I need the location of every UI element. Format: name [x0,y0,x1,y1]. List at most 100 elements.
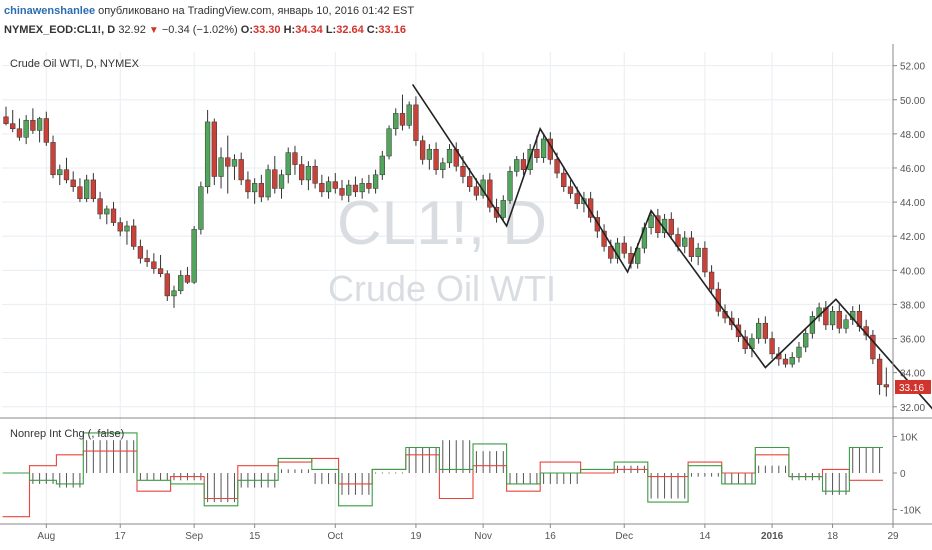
last-price-tag-label: 33.16 [899,383,924,394]
candle-body [144,258,150,263]
candle-body [30,119,36,131]
watermark-name: Crude Oil WTI [328,268,556,309]
candle-body [460,166,466,177]
candle-body [534,148,540,158]
candle-body [231,159,238,167]
price-tick-label: 48.00 [900,130,925,141]
time-tick-label: 16 [545,531,557,542]
candle-body [77,186,83,199]
candle-body [708,271,715,290]
candle-body [278,174,285,189]
price-tick-label: 40.00 [900,266,925,277]
close-label: C: [366,24,379,36]
candle-body [379,155,385,176]
open-label: O: [240,24,254,36]
candle-body [339,188,345,196]
price-tick-label: 34.00 [900,369,925,380]
candle-body [473,186,480,196]
candles [3,94,889,397]
time-tick-label: 17 [115,531,127,542]
candle-body [83,179,90,199]
candle-body [184,275,191,283]
candle-body [399,113,406,126]
candle-body [352,184,359,193]
indicator-green-line [2,432,883,507]
candle-body [211,121,217,177]
indicator-bar [381,472,383,474]
candle-body [272,169,278,189]
candle-body [755,322,762,339]
candle-body [809,316,816,334]
candle-body [238,159,244,181]
candle-body [520,159,527,170]
candle-body [164,273,170,297]
candle-body [823,307,829,326]
close-value: 33.16 [378,24,406,36]
candle-body [621,242,627,254]
candle-body [131,225,137,247]
candle-body [594,217,601,232]
candle-body [346,184,352,196]
symbol-label: NYMEX_EOD:CL1!, D [4,24,116,36]
candle-body [90,179,97,199]
chart-canvas[interactable]: CL1!, D Crude Oil WTI 52.0050.0048.0046.… [0,44,932,550]
candle-body [332,181,338,189]
trend-line[interactable] [411,83,932,413]
time-tick-label: Oct [327,531,343,542]
candle-body [836,311,842,329]
indicator-tick-label: -10K [900,505,921,516]
candle-body [702,247,708,273]
candle-body [487,179,493,208]
candle-body [225,157,231,167]
candle-body [393,113,399,130]
indicator-pane [2,432,883,518]
last-price-tag [895,379,931,394]
candle-body [191,229,197,283]
candle-body [843,319,849,329]
trend-lines[interactable] [411,83,932,413]
candle-body [695,247,701,257]
candle-body [883,384,889,388]
price-tick-label: 44.00 [900,198,925,209]
candle-body [312,166,318,184]
candle-body [16,128,23,138]
candle-body [3,116,9,124]
candle-body [137,246,144,259]
candle-body [493,206,500,218]
low-label: L: [325,24,337,36]
time-tick-label: 2016 [761,531,784,542]
time-tick-label: 19 [410,531,422,542]
candle-body [608,246,614,259]
candle-body [433,148,439,170]
price-change: −0.34 (−1.02%) [161,24,238,36]
high-label: H: [283,24,296,36]
candle-body [63,169,70,181]
candle-body [366,183,372,189]
open-value: 33.30 [253,24,281,36]
candle-body [554,159,560,174]
candle-body [446,148,453,164]
price-tick-label: 38.00 [900,300,925,311]
candle-body [285,152,291,176]
time-tick-label: Nov [474,531,492,542]
price-tick-label: 42.00 [900,232,925,243]
indicator-bar [388,472,390,474]
candle-body [104,208,110,215]
time-tick-label: Aug [37,531,55,542]
candle-body [117,222,123,232]
author-name[interactable]: chinawenshanlee [4,5,96,17]
candle-body [265,169,271,198]
time-tick-label: 18 [827,531,839,542]
down-arrow-icon: ▼ [148,25,159,36]
ohlc-line: NYMEX_EOD:CL1!, D 32.92 ▼ −0.34 (−1.02%)… [4,24,406,36]
price-tick-label: 32.00 [900,403,925,414]
price-tick-label: 52.00 [900,62,925,73]
candle-body [325,181,332,193]
candle-body [178,275,184,292]
candle-body [688,237,695,257]
time-tick-label: Sep [185,531,203,542]
candle-body [540,138,547,158]
candle-body [157,268,164,274]
price-pane-title: Crude Oil WTI, D, NYMEX [10,58,140,70]
candle-body [426,148,433,160]
